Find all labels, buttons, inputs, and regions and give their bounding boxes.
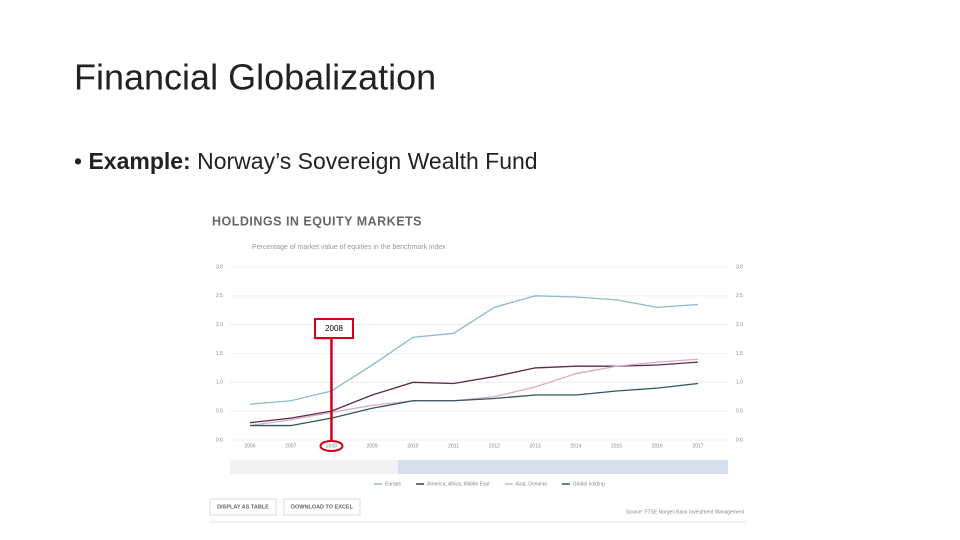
legend-label: Europe [385,481,401,487]
line [249,361,699,424]
y-tick-label: 0.5 [216,408,223,414]
y-tick-label: 2.0 [216,322,223,328]
legend-label: Global holding [573,481,605,487]
y-tick-label: 2.5 [216,293,223,299]
bullet-text: Norway’s Sovereign Wealth Fund [197,148,538,174]
legend-label: Asia, Oceania [516,481,547,487]
y2-tick-label: 2.5 [736,293,743,299]
bullet: • Example: Norway’s Sovereign Wealth Fun… [74,148,538,174]
x-tick-label: 2006 [244,443,255,449]
x-tick-label: 2016 [652,443,663,449]
y-tick-label: 3.0 [216,264,223,270]
line [249,358,699,427]
x-tick-label: 2014 [570,443,581,449]
bullet-bold: Example: [88,148,190,174]
y2-tick-label: 1.5 [736,351,743,357]
legend-label: America, Africa, Middle East [427,481,490,487]
x-tick-label: 2007 [285,443,296,449]
y2-tick-label: 2.0 [736,322,743,328]
y2-tick-label: 0.0 [736,437,743,443]
x-tick-label: 2009 [367,443,378,449]
x-tick-label: 2017 [692,443,703,449]
x-tick-label: 2012 [489,443,500,449]
annotation-circle [319,440,344,452]
navigator-window[interactable] [398,460,728,474]
y2-tick-label: 3.0 [736,264,743,270]
x-tick-label: 2015 [611,443,622,449]
y2-tick-label: 1.0 [736,380,743,386]
y-tick-label: 1.0 [216,380,223,386]
button[interactable] [283,498,361,516]
y-tick-label: 1.5 [216,351,223,357]
x-tick-label: 2010 [407,443,418,449]
slide-title: Financial Globalization [74,57,436,98]
chart-subtitle: Percentage of market value of equities i… [252,244,446,251]
y-tick-label: 0.0 [216,437,223,443]
x-tick-label: 2008 [326,443,337,449]
x-tick-label: 2013 [530,443,541,449]
y2-tick-label: 0.5 [736,408,743,414]
chart-title: HOLDINGS IN EQUITY MARKETS [212,214,422,228]
source: Source: FTSE Norges Bank Investment Mana… [626,509,745,515]
button-label: DOWNLOAD TO EXCEL [291,504,354,510]
x-tick-label: 2011 [448,443,459,449]
line [249,295,699,405]
annotation-box [314,318,354,339]
line [250,382,699,427]
annotation-label: 2008 [325,324,343,333]
button[interactable] [209,498,277,516]
button-label: DISPLAY AS TABLE [217,504,269,510]
